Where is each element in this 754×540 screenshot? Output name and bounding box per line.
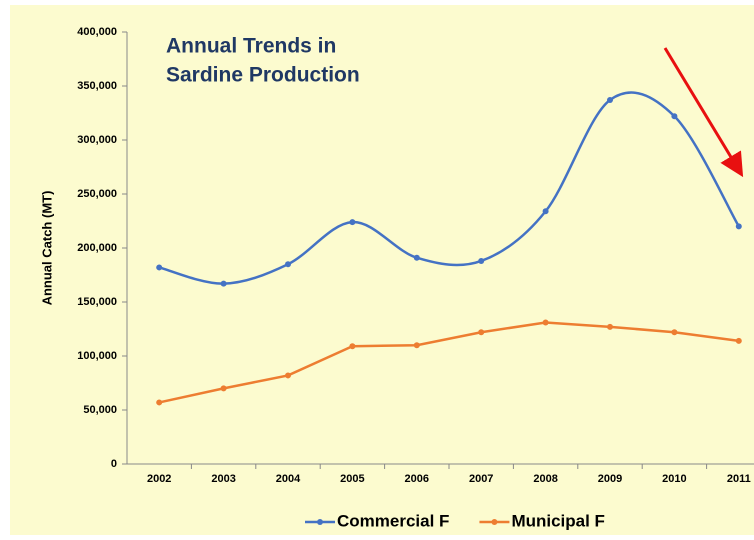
legend-marker	[317, 519, 323, 525]
y-tick-label: 100,000	[77, 350, 117, 362]
point	[220, 280, 227, 287]
x-tick-label: 2011	[727, 473, 751, 485]
point	[542, 319, 549, 326]
series-line	[158, 321, 739, 404]
legend-label: Municipal F	[511, 511, 605, 530]
x-tick-label: 2008	[533, 473, 557, 485]
point	[285, 261, 291, 268]
x-tick-label: 2007	[469, 473, 493, 485]
y-tick-label: 50,000	[83, 404, 117, 416]
point	[156, 399, 163, 406]
y-axis-label: Annual Catch (MT)	[39, 191, 54, 306]
y-tick-label: 200,000	[77, 242, 117, 254]
x-tick-label: 2006	[405, 473, 429, 485]
chart-background	[10, 5, 754, 535]
annotation-arrow	[663, 47, 744, 178]
x-tick-label: 2005	[340, 473, 364, 485]
point	[542, 208, 549, 215]
legend-label: Commercial F	[337, 511, 449, 530]
legend-marker	[491, 519, 498, 525]
point	[671, 113, 678, 120]
point	[671, 329, 678, 336]
x-tick-label: 2002	[147, 473, 171, 485]
x-tick-label: 2009	[598, 473, 622, 485]
point	[156, 264, 163, 271]
y-tick-label: 250,000	[77, 188, 117, 200]
point	[478, 257, 485, 264]
point	[349, 219, 356, 226]
series-line	[158, 91, 740, 285]
chart-title: Annual Trends in	[166, 35, 336, 58]
point	[349, 343, 356, 350]
x-tick-label: 2003	[211, 473, 235, 485]
point	[285, 372, 291, 379]
y-tick-label: 350,000	[77, 80, 117, 92]
point	[735, 337, 742, 344]
point	[607, 97, 613, 104]
y-tick-label: 150,000	[77, 296, 117, 308]
y-tick-label: 400,000	[77, 26, 117, 38]
x-tick-label: 2004	[276, 473, 301, 485]
point	[607, 323, 613, 330]
chart-title: Sardine Production	[166, 64, 360, 87]
point	[735, 223, 742, 230]
point	[413, 342, 420, 349]
y-tick-label: 300,000	[77, 134, 117, 146]
point	[220, 385, 227, 392]
y-tick-label: 0	[111, 458, 117, 470]
point	[478, 329, 485, 336]
x-tick-label: 2010	[662, 473, 686, 485]
point	[413, 254, 420, 261]
